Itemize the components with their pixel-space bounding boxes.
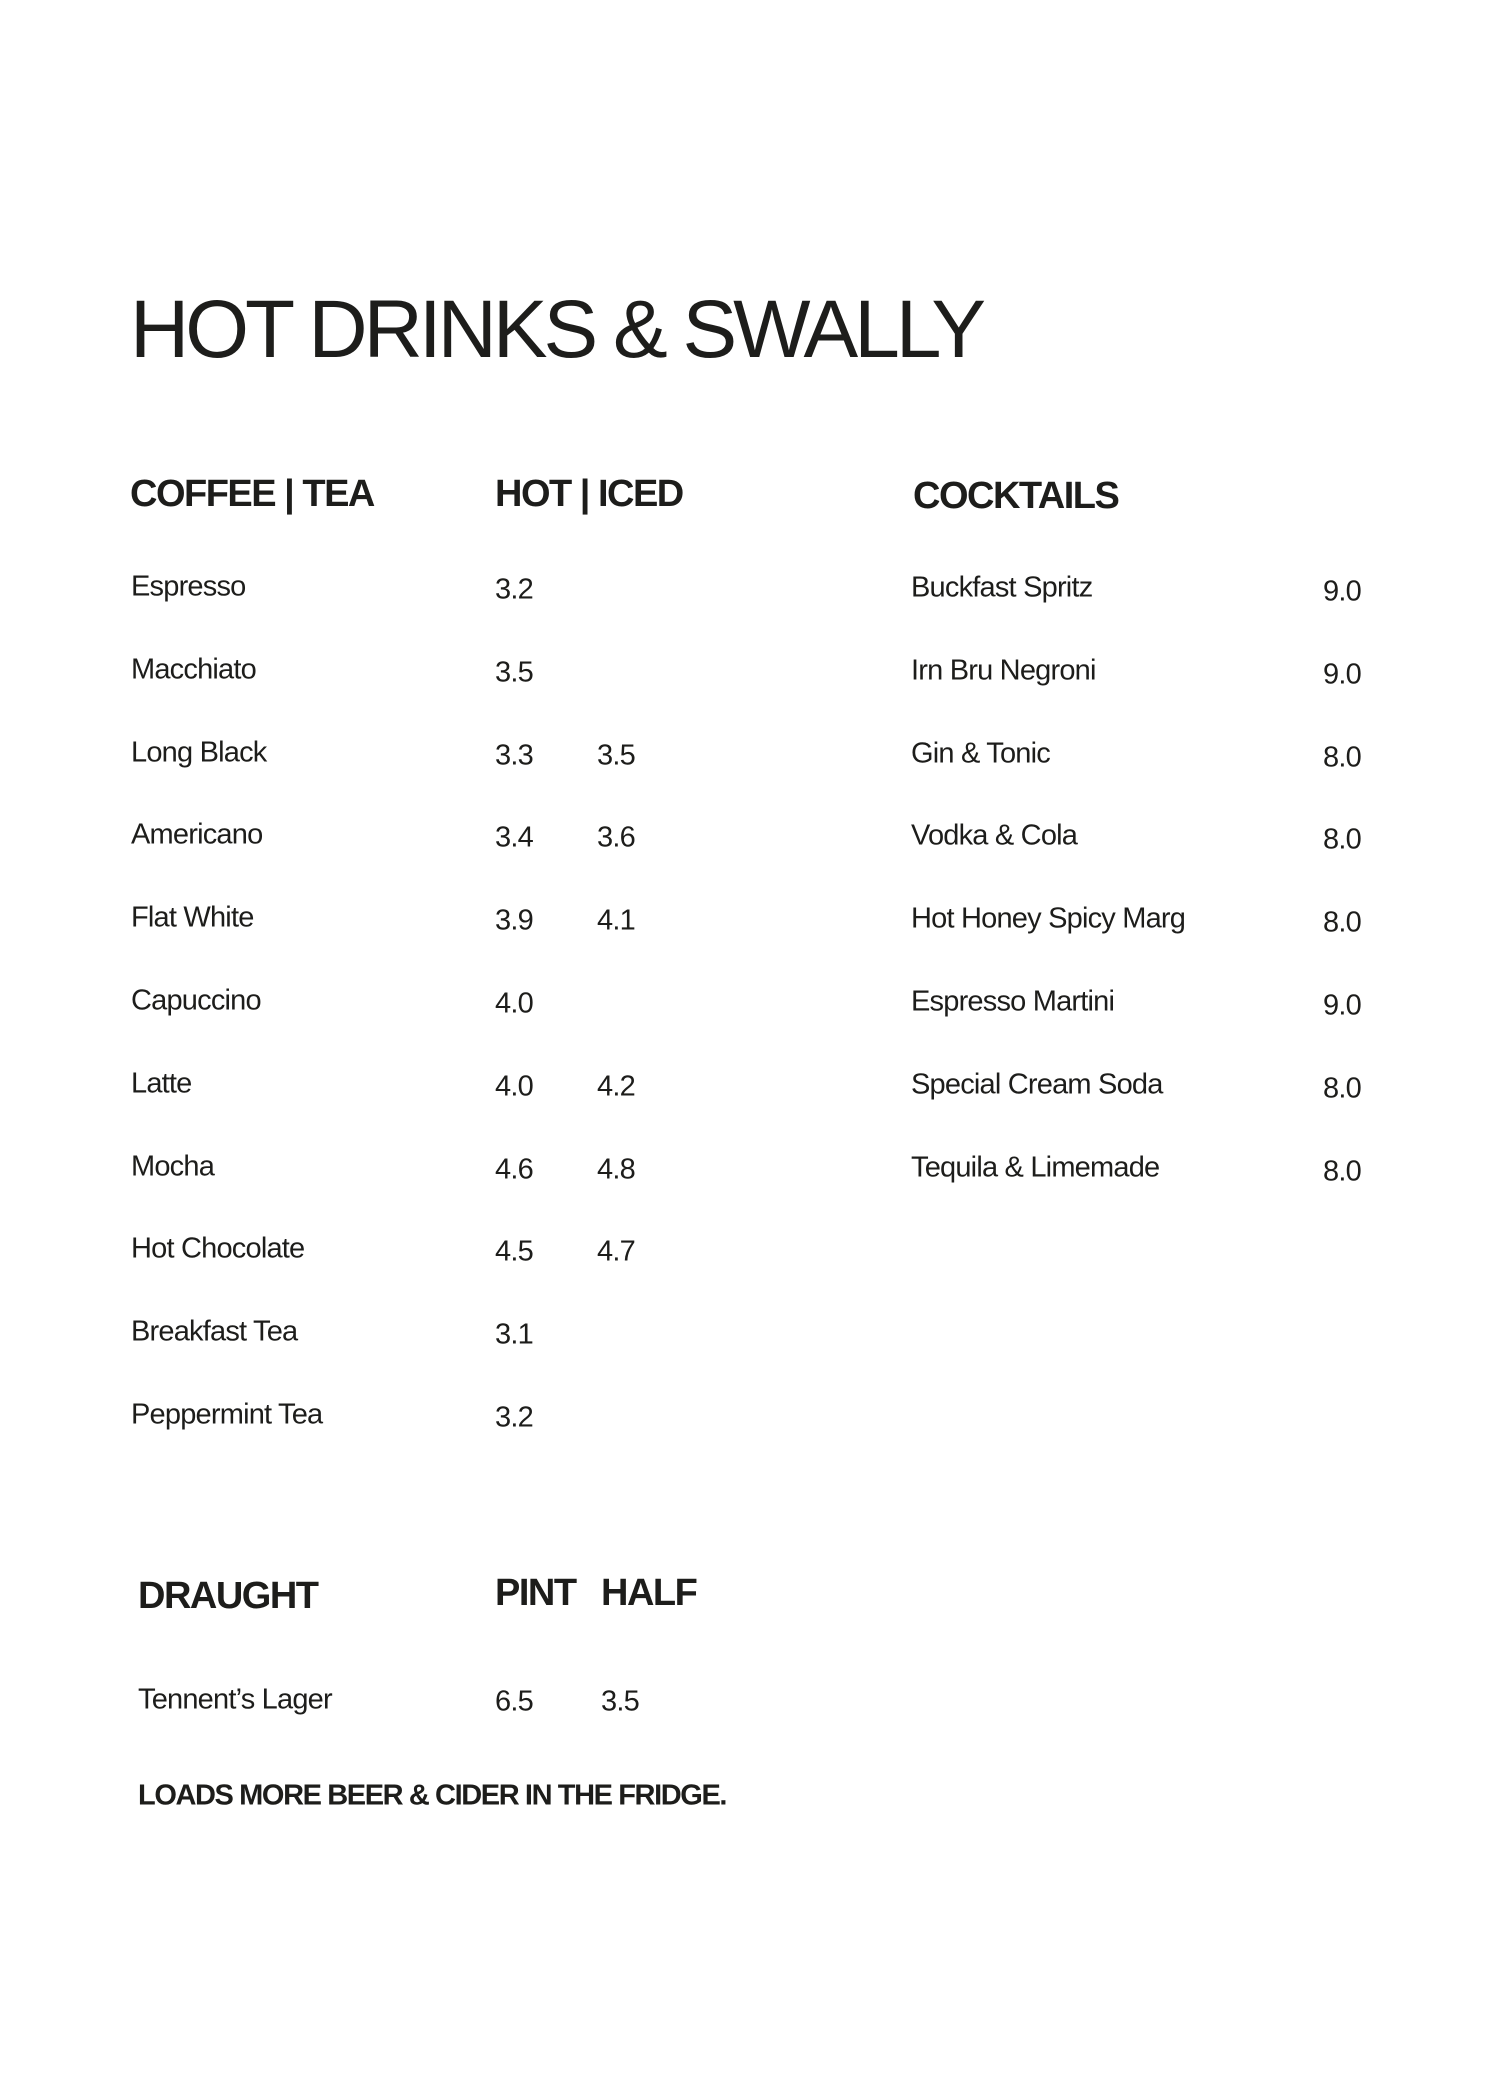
coffee-item-hot-price: 3.2 — [495, 573, 534, 606]
cocktail-item-price: 8.0 — [1323, 741, 1362, 774]
cocktail-item-price: 8.0 — [1323, 906, 1362, 939]
coffee-item-hot-price: 4.0 — [495, 1070, 534, 1103]
cocktail-item-name: Gin & Tonic — [911, 737, 1051, 770]
coffee-item-name: Americano — [131, 818, 263, 851]
coffee-item-iced-price: 4.1 — [597, 904, 636, 937]
coffee-item-name: Latte — [131, 1067, 192, 1100]
draught-header: DRAUGHT — [138, 1575, 319, 1617]
coffee-item-name: Capuccino — [131, 984, 262, 1017]
coffee-item-name: Long Black — [131, 736, 267, 769]
cocktail-item-price: 9.0 — [1323, 658, 1362, 691]
cocktail-item-name: Buckfast Spritz — [911, 571, 1093, 604]
cocktail-item-price: 8.0 — [1323, 823, 1362, 856]
coffee-item-name: Breakfast Tea — [131, 1315, 298, 1348]
cocktail-item-price: 8.0 — [1323, 1155, 1362, 1188]
coffee-item-name: Peppermint Tea — [131, 1398, 323, 1431]
cocktail-item-name: Special Cream Soda — [911, 1068, 1163, 1101]
cocktail-item-name: Vodka & Cola — [911, 819, 1078, 852]
coffee-item-hot-price: 4.5 — [495, 1235, 534, 1268]
coffee-item-iced-price: 3.5 — [597, 739, 636, 772]
coffee-item-hot-price: 3.3 — [495, 739, 534, 772]
cocktail-item-name: Tequila & Limemade — [911, 1151, 1160, 1184]
coffee-item-iced-price: 4.7 — [597, 1235, 636, 1268]
draught-item-half: 3.5 — [601, 1685, 640, 1718]
coffee-item-hot-price: 3.5 — [495, 656, 534, 689]
cocktail-item-price: 9.0 — [1323, 989, 1362, 1022]
coffee-item-name: Espresso — [131, 570, 246, 603]
half-header: HALF — [601, 1572, 698, 1614]
coffee-item-iced-price: 4.2 — [597, 1070, 636, 1103]
coffee-item-hot-price: 3.1 — [495, 1318, 534, 1351]
pint-header: PINT — [495, 1572, 577, 1614]
cocktail-item-name: Irn Bru Negroni — [911, 654, 1096, 687]
coffee-item-hot-price: 3.4 — [495, 821, 534, 854]
fridge-note: LOADS MORE BEER & CIDER IN THE FRIDGE. — [138, 1779, 727, 1812]
coffee-item-name: Mocha — [131, 1150, 215, 1183]
coffee-item-name: Hot Chocolate — [131, 1232, 305, 1265]
hot-iced-header: HOT | ICED — [495, 473, 684, 515]
cocktails-header: COCKTAILS — [913, 475, 1120, 517]
coffee-header: COFFEE | TEA — [130, 473, 375, 515]
coffee-item-iced-price: 4.8 — [597, 1153, 636, 1186]
cocktail-item-name: Espresso Martini — [911, 985, 1115, 1018]
coffee-item-iced-price: 3.6 — [597, 821, 636, 854]
cocktail-item-name: Hot Honey Spicy Marg — [911, 902, 1186, 935]
cocktail-item-price: 9.0 — [1323, 575, 1362, 608]
coffee-item-name: Flat White — [131, 901, 254, 934]
cocktail-item-price: 8.0 — [1323, 1072, 1362, 1105]
coffee-item-hot-price: 4.0 — [495, 987, 534, 1020]
coffee-item-hot-price: 3.9 — [495, 904, 534, 937]
coffee-item-name: Macchiato — [131, 653, 257, 686]
draught-item-pint: 6.5 — [495, 1685, 534, 1718]
page-title: HOT DRINKS & SWALLY — [130, 284, 986, 375]
coffee-item-hot-price: 3.2 — [495, 1401, 534, 1434]
coffee-item-hot-price: 4.6 — [495, 1153, 534, 1186]
draught-item-name: Tennent’s Lager — [138, 1683, 333, 1716]
